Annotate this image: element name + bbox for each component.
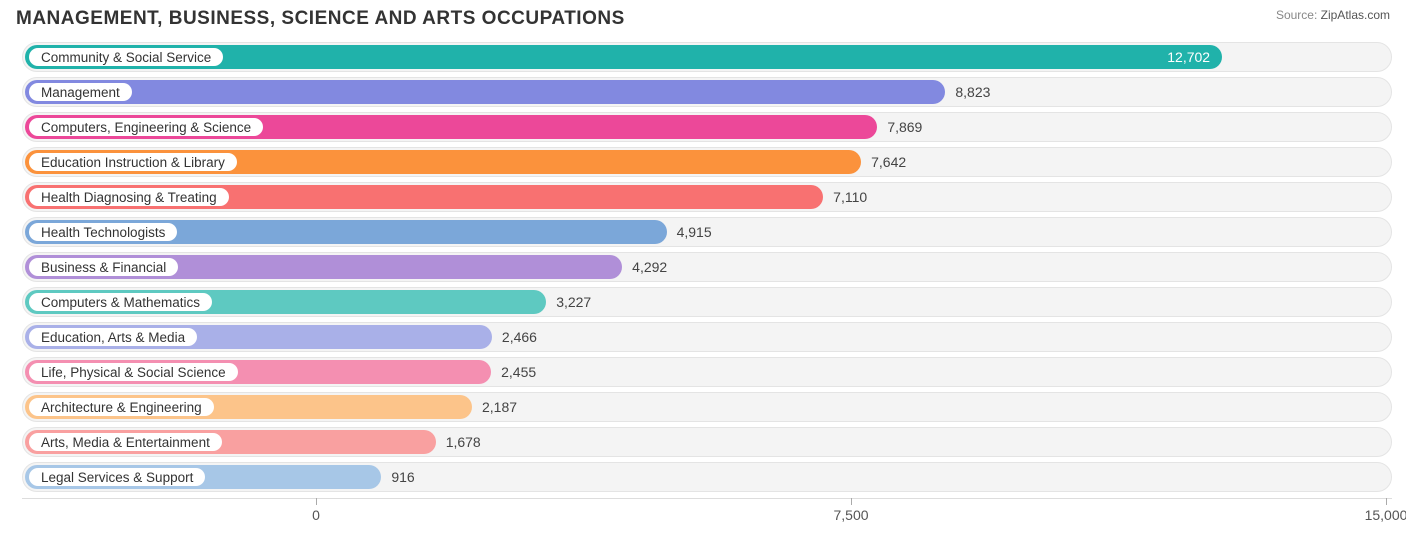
bar-value-label: 12,702 [1167, 42, 1210, 72]
bar-value-label: 7,642 [861, 147, 906, 177]
chart-title: MANAGEMENT, BUSINESS, SCIENCE AND ARTS O… [16, 8, 625, 30]
axis-line [22, 498, 1392, 499]
bar-row: Life, Physical & Social Science 2,455 [22, 357, 1392, 387]
source-attribution: Source: ZipAtlas.com [1276, 8, 1390, 24]
chart-header: MANAGEMENT, BUSINESS, SCIENCE AND ARTS O… [16, 8, 1390, 30]
bar-row: Architecture & Engineering 2,187 [22, 392, 1392, 422]
bar-row: Education, Arts & Media 2,466 [22, 322, 1392, 352]
bar-value-label: 7,869 [877, 112, 922, 142]
bar-row: Management 8,823 [22, 77, 1392, 107]
bar-row: Community & Social Service 12,702 [22, 42, 1392, 72]
bar-value-label: 3,227 [546, 287, 591, 317]
source-site: ZipAtlas.com [1321, 8, 1390, 22]
bar-category-label: Computers, Engineering & Science [29, 118, 263, 136]
bar-value-label: 2,187 [472, 392, 517, 422]
bar-category-label: Health Diagnosing & Treating [29, 188, 229, 206]
bar-category-label: Life, Physical & Social Science [29, 363, 238, 381]
bar-category-label: Education Instruction & Library [29, 153, 237, 171]
bar-category-label: Legal Services & Support [29, 468, 205, 486]
bar-row: Legal Services & Support 916 [22, 462, 1392, 492]
bar-value-label: 2,455 [491, 357, 536, 387]
bar-value-label: 4,915 [667, 217, 712, 247]
axis-tick-label: 15,000 [1365, 507, 1406, 523]
bar-category-label: Community & Social Service [29, 48, 223, 66]
bar-row: Business & Financial 4,292 [22, 252, 1392, 282]
bar-value-label: 916 [381, 462, 414, 492]
x-axis: 07,50015,000 [22, 498, 1392, 530]
bar-row: Health Technologists 4,915 [22, 217, 1392, 247]
bar-row: Arts, Media & Entertainment 1,678 [22, 427, 1392, 457]
bar-category-label: Architecture & Engineering [29, 398, 214, 416]
bar-row: Computers, Engineering & Science 7,869 [22, 112, 1392, 142]
bar-category-label: Arts, Media & Entertainment [29, 433, 222, 451]
bar-value-label: 1,678 [436, 427, 481, 457]
bar-row: Education Instruction & Library 7,642 [22, 147, 1392, 177]
bar-fill [25, 80, 945, 104]
bar-row: Health Diagnosing & Treating 7,110 [22, 182, 1392, 212]
axis-tick [1386, 498, 1387, 505]
bar-value-label: 4,292 [622, 252, 667, 282]
axis-tick [851, 498, 852, 505]
bar-value-label: 7,110 [823, 182, 867, 212]
bar-chart: Community & Social Service 12,702 Manageme… [22, 42, 1392, 530]
bar-category-label: Health Technologists [29, 223, 177, 241]
bar-category-label: Education, Arts & Media [29, 328, 197, 346]
bar-value-label: 8,823 [945, 77, 990, 107]
bar-category-label: Business & Financial [29, 258, 178, 276]
axis-tick-label: 0 [312, 507, 320, 523]
axis-tick-label: 7,500 [833, 507, 868, 523]
bar-row: Computers & Mathematics 3,227 [22, 287, 1392, 317]
source-label: Source: [1276, 8, 1317, 22]
axis-tick [316, 498, 317, 505]
bar-category-label: Management [29, 83, 132, 101]
bar-category-label: Computers & Mathematics [29, 293, 212, 311]
bar-value-label: 2,466 [492, 322, 537, 352]
